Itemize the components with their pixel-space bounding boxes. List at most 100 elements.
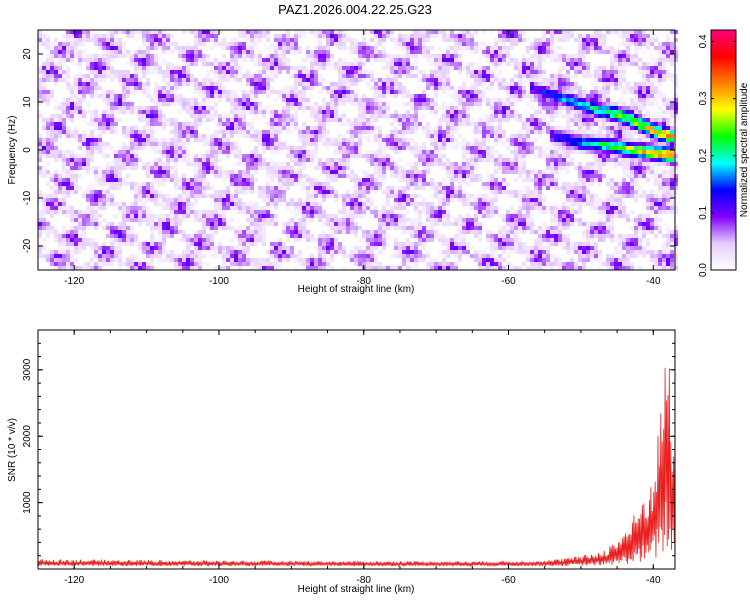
heatmap-cell [218,142,222,146]
heatmap-cell [338,66,342,70]
heatmap-cell [90,186,94,190]
heatmap-cell [454,90,458,94]
heatmap-cell [634,114,638,118]
heatmap-cell [426,126,430,130]
heatmap-cell [322,138,326,142]
heatmap-cell [166,46,170,50]
heatmap-cell [162,74,166,78]
heatmap-cell [38,158,42,162]
heatmap-cell [606,70,610,74]
heatmap-cell [354,186,358,190]
heatmap-cell [626,82,630,86]
heatmap-cell [302,34,306,38]
heatmap-cell [486,182,490,186]
heatmap-cell [338,150,342,154]
heatmap-cell [406,186,410,190]
heatmap-cell [290,114,294,118]
heatmap-cell [354,70,358,74]
heatmap-cell [186,142,190,146]
heatmap-cell [390,74,394,78]
heatmap-cell [390,54,394,58]
heatmap-cell [626,42,630,46]
heatmap-cell [74,54,78,58]
heatmap-cell [582,166,586,170]
heatmap-cell [666,50,670,54]
heatmap-cell [390,174,394,178]
heatmap-cell [582,102,586,106]
heatmap-cell [146,174,150,178]
heatmap-cell [490,62,494,66]
heatmap-cell [262,198,266,202]
heatmap-cell [250,98,254,102]
heatmap-cell [98,174,102,178]
heatmap-cell [482,118,486,122]
heatmap-cell [386,118,390,122]
heatmap-cell [58,74,62,78]
heatmap-cell [194,82,198,86]
heatmap-cell [122,70,126,74]
heatmap-cell [170,198,174,202]
heatmap-cell [146,122,150,126]
heatmap-cell [370,150,374,154]
heatmap-cell [534,50,538,54]
heatmap-cell [398,66,402,70]
heatmap-cell [550,170,554,174]
heatmap-cell [150,134,154,138]
heatmap-cell [398,118,402,122]
heatmap-cell [130,34,134,38]
heatmap-cell [434,106,438,110]
heatmap-cell [94,122,98,126]
heatmap-cell [602,102,606,106]
heatmap-cell [670,54,674,58]
heatmap-cell [550,146,554,150]
heatmap-cell [662,110,666,114]
heatmap-cell [650,190,654,194]
heatmap-cell [654,86,658,90]
heatmap-cell [170,86,174,90]
heatmap-cell [382,58,386,62]
heatmap-cell [306,50,310,54]
heatmap-cell [594,178,598,182]
heatmap-cell [634,46,638,50]
heatmap-cell [106,182,110,186]
heatmap-cell [290,38,294,42]
heatmap-cell [666,110,670,114]
heatmap-cell [310,70,314,74]
heatmap-cell [530,174,534,178]
heatmap-cell [650,70,654,74]
heatmap-cell [330,118,334,122]
heatmap-cell [126,74,130,78]
heatmap-cell [646,174,650,178]
heatmap-cell [262,186,266,190]
heatmap-cell [626,126,630,130]
heatmap-cell [322,166,326,170]
heatmap-cell [658,70,662,74]
heatmap-cell [602,110,606,114]
heatmap-cell [586,50,590,54]
heatmap-cell [282,62,286,66]
heatmap-cell [94,198,98,202]
heatmap-cell [622,194,626,198]
heatmap-cell [610,78,614,82]
heatmap-cell [562,154,566,158]
heatmap-cell [342,110,346,114]
heatmap-cell [370,114,374,118]
heatmap-cell [442,126,446,130]
heatmap-cell [450,166,454,170]
heatmap-cell [434,186,438,190]
heatmap-cell [162,62,166,66]
heatmap-cell [626,114,630,118]
heatmap-cell [158,102,162,106]
heatmap-cell [262,146,266,150]
heatmap-cell [410,118,414,122]
heatmap-cell [262,110,266,114]
heatmap-cell [282,106,286,110]
heatmap-cell [322,198,326,202]
heatmap-cell [522,142,526,146]
heatmap-cell [390,130,394,134]
heatmap-cell [410,46,414,50]
heatmap-cell [462,142,466,146]
heatmap-cell [594,86,598,90]
heatmap-cell [490,50,494,54]
heatmap-cell [46,126,50,130]
